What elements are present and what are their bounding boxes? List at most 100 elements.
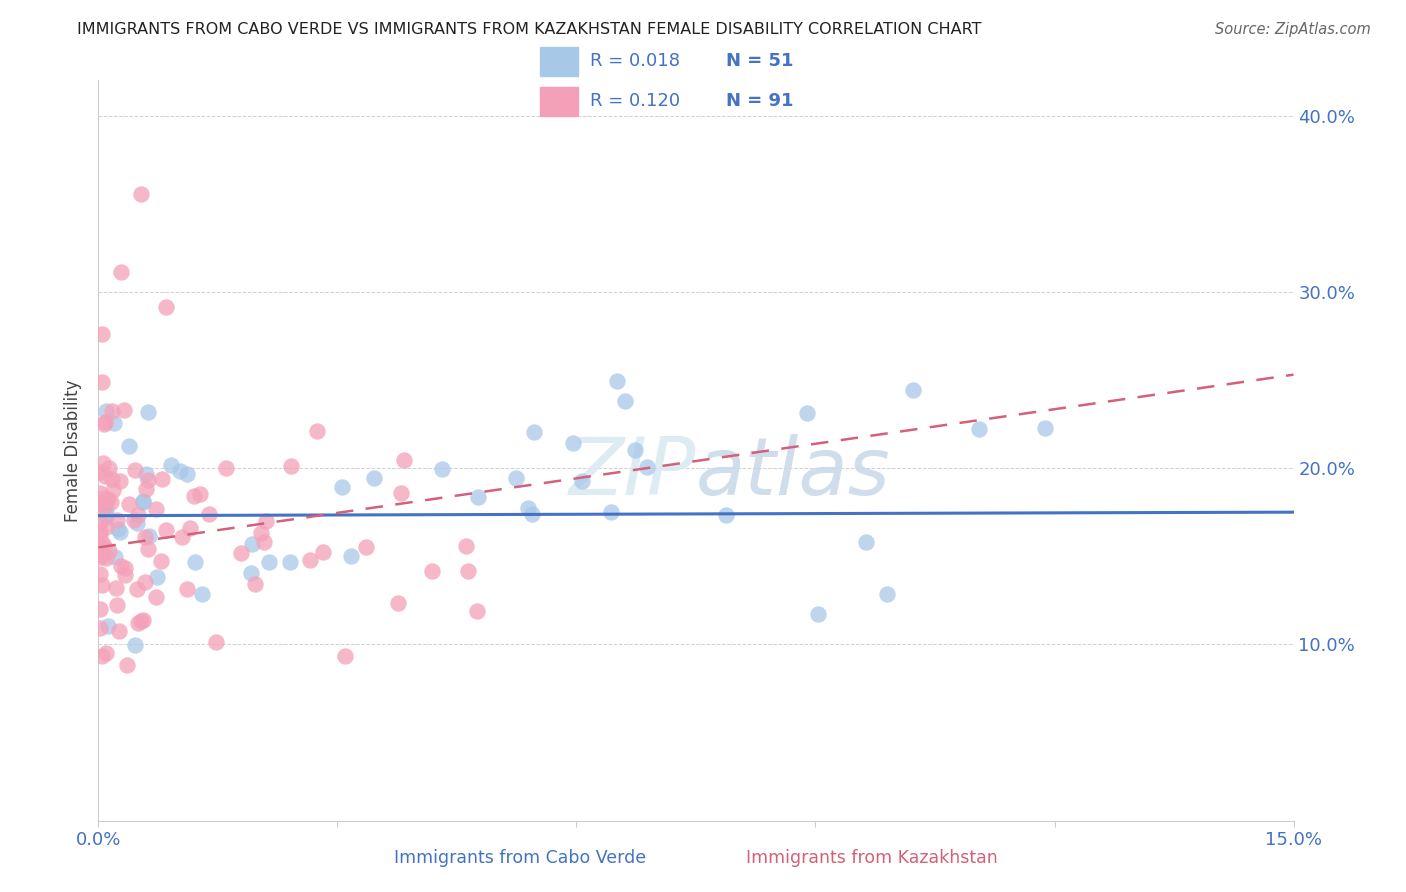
Point	[145, 502, 167, 516]
Point	[240, 566, 263, 581]
Point	[96, 500, 118, 515]
Point	[132, 613, 155, 627]
Point	[138, 473, 160, 487]
Point	[96, 404, 118, 418]
Point	[204, 635, 226, 649]
Point	[215, 461, 238, 475]
Point	[299, 553, 322, 567]
Point	[807, 607, 830, 621]
Point	[107, 522, 129, 536]
Point	[155, 523, 177, 537]
Point	[467, 490, 489, 504]
Point	[149, 554, 172, 568]
Point	[125, 582, 148, 596]
Point	[96, 619, 118, 633]
Point	[600, 505, 623, 519]
Point	[392, 453, 415, 467]
Point	[465, 604, 488, 618]
Point	[93, 540, 115, 554]
Point	[191, 587, 214, 601]
Point	[107, 513, 129, 527]
Point	[253, 534, 276, 549]
Point	[179, 520, 201, 534]
Point	[160, 458, 183, 473]
Point	[91, 491, 114, 505]
Point	[132, 493, 155, 508]
Point	[131, 495, 153, 509]
Point	[98, 543, 121, 558]
Point	[124, 463, 146, 477]
Point	[456, 540, 478, 554]
Point	[169, 464, 191, 478]
Point	[430, 461, 453, 475]
Point	[136, 405, 159, 419]
Point	[89, 621, 111, 635]
Point	[118, 439, 141, 453]
Point	[311, 545, 333, 559]
Point	[606, 374, 628, 388]
Point	[855, 534, 877, 549]
Bar	[540, 87, 578, 116]
Point	[90, 550, 112, 565]
Point	[127, 616, 149, 631]
Point	[249, 525, 271, 540]
Point	[135, 482, 157, 496]
Text: Source: ZipAtlas.com: Source: ZipAtlas.com	[1215, 22, 1371, 37]
Text: R = 0.120: R = 0.120	[591, 92, 681, 110]
Point	[155, 300, 177, 314]
Point	[91, 578, 114, 592]
Point	[91, 502, 114, 516]
Point	[614, 394, 637, 409]
Text: N = 91: N = 91	[725, 92, 793, 110]
Point	[876, 587, 898, 601]
Point	[89, 529, 111, 543]
Point	[122, 513, 145, 527]
Text: atlas: atlas	[696, 434, 891, 512]
Point	[254, 514, 277, 528]
Point	[135, 467, 157, 481]
Point	[90, 376, 112, 390]
Text: R = 0.018: R = 0.018	[591, 52, 681, 70]
Point	[363, 471, 385, 485]
Point	[796, 406, 818, 420]
Point	[240, 537, 263, 551]
Point	[114, 561, 136, 575]
Point	[339, 549, 361, 564]
Point	[125, 516, 148, 531]
Point	[188, 487, 211, 501]
Point	[243, 577, 266, 591]
Point	[229, 546, 252, 560]
Point	[89, 524, 111, 539]
Point	[118, 497, 141, 511]
Point	[91, 456, 114, 470]
Point	[523, 425, 546, 440]
Point	[91, 537, 114, 551]
Point	[280, 459, 302, 474]
Point	[110, 265, 132, 279]
Point	[172, 530, 194, 544]
Point	[138, 529, 160, 543]
Point	[176, 582, 198, 596]
Point	[89, 601, 111, 615]
Point	[108, 624, 131, 638]
Point	[150, 472, 173, 486]
Point	[146, 570, 169, 584]
Point	[93, 415, 115, 429]
Point	[105, 582, 128, 596]
Point	[93, 417, 115, 431]
Point	[89, 515, 111, 529]
Point	[562, 436, 585, 450]
Point	[100, 404, 122, 418]
Point	[101, 472, 124, 486]
Point	[89, 566, 111, 581]
Text: Immigrants from Kazakhstan: Immigrants from Kazakhstan	[745, 849, 998, 867]
Point	[101, 483, 124, 497]
Point	[198, 507, 221, 521]
Point	[457, 564, 479, 578]
Point	[89, 465, 111, 479]
Point	[100, 495, 122, 509]
Point	[505, 471, 527, 485]
Y-axis label: Female Disability: Female Disability	[65, 379, 83, 522]
Point	[124, 638, 146, 652]
Point	[901, 383, 924, 397]
